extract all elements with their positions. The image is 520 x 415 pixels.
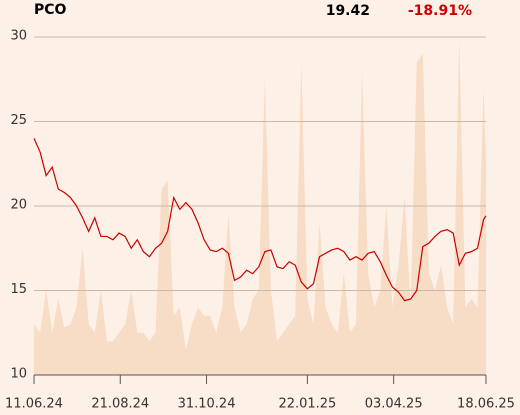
x-tick-label: 22.01.25 <box>278 397 336 412</box>
chart-title: PCO <box>34 2 67 18</box>
x-tick-label: 18.06.25 <box>457 397 515 412</box>
x-tick-label: 31.10.24 <box>178 397 236 412</box>
x-tick-label: 11.06.24 <box>5 397 63 412</box>
x-tick-label: 03.04.25 <box>365 397 423 412</box>
y-tick-label: 20 <box>10 198 27 213</box>
y-tick-label: 15 <box>10 282 27 297</box>
volume-area <box>34 37 486 375</box>
change: -18.91% <box>408 3 472 19</box>
last-value: 19.42 <box>326 3 370 19</box>
x-tick-label: 21.08.24 <box>91 397 149 412</box>
y-tick-label: 30 <box>10 29 27 44</box>
y-tick-label: 25 <box>10 113 27 128</box>
y-tick-label: 10 <box>10 367 27 382</box>
price-line <box>33 138 487 302</box>
